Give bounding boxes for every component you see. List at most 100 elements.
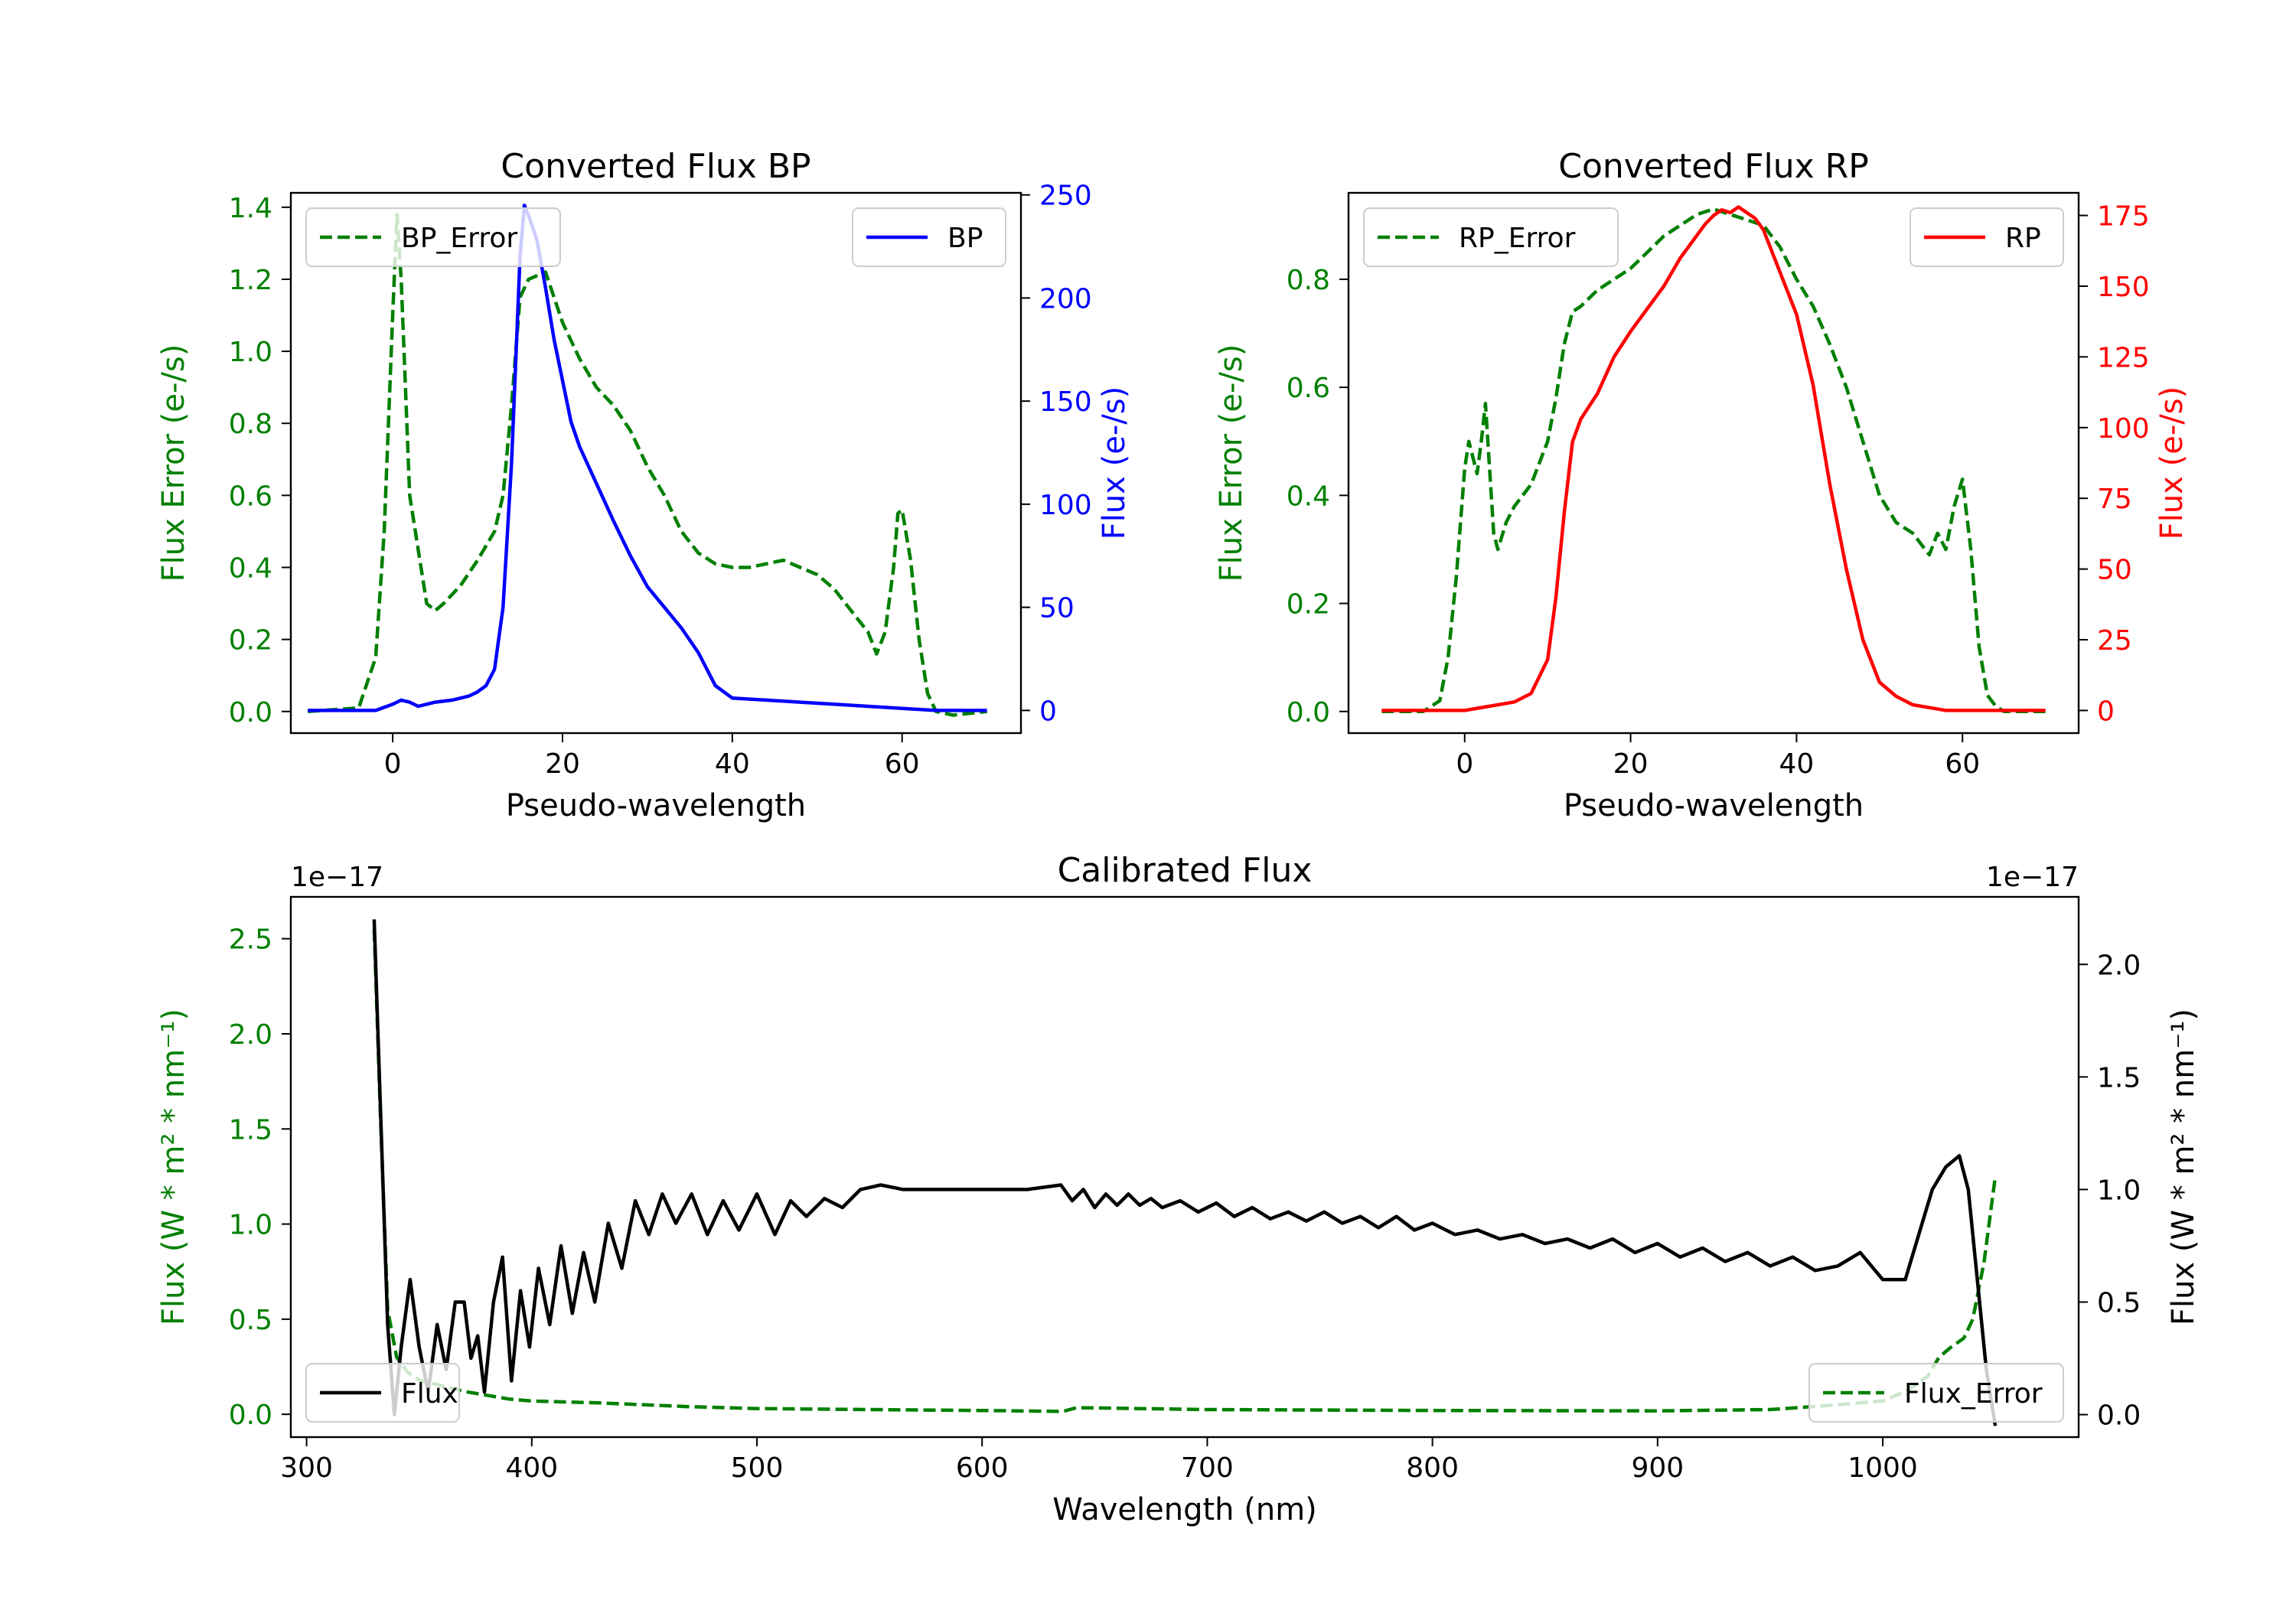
legend-label: BP <box>947 223 983 254</box>
y-tick-label: 1.5 <box>229 1114 272 1146</box>
y2-tick-label: 125 <box>2097 342 2150 373</box>
y2-tick-label: 100 <box>2097 413 2150 445</box>
y-tick-label: 0.0 <box>1287 697 1330 729</box>
y-axis-label: Flux Error (e-/s) <box>1214 344 1249 582</box>
legend-label: Flux_Error <box>1904 1378 2043 1410</box>
y2-axis-label: Flux (e-/s) <box>2154 386 2190 539</box>
x-tick-label: 300 <box>280 1452 333 1484</box>
bp-error-line <box>308 212 987 717</box>
x-tick-label: 700 <box>1181 1452 1234 1484</box>
legend-flux: BP <box>852 207 1006 267</box>
x-tick-label: 20 <box>1613 748 1649 780</box>
legend-label: RP <box>2005 223 2041 254</box>
y-tick-label: 0.0 <box>229 1400 272 1431</box>
legend-label: RP_Error <box>1459 223 1576 254</box>
y2-tick-label: 0 <box>1039 696 1057 727</box>
bp-panel: Converted Flux BP 0 20 40 60 Pseudo-wavelengt… <box>156 147 1132 823</box>
legend-box <box>305 1363 460 1423</box>
legend-label: Flux <box>401 1378 458 1410</box>
y-tick-label: 1.2 <box>229 265 272 296</box>
y2-tick-label: 150 <box>1039 386 1092 418</box>
y-tick-label: 0.4 <box>229 553 272 584</box>
y2-tick-label: 250 <box>1039 181 1092 212</box>
y-axis-label: Flux Error (e-/s) <box>156 344 191 582</box>
y-axis-label: Flux (W * m² * nm⁻¹) <box>156 1009 191 1325</box>
y2-tick-label: 1.5 <box>2097 1062 2141 1094</box>
y2-tick-label: 175 <box>2097 201 2150 233</box>
y-tick-label: 0.8 <box>229 409 272 440</box>
y2-tick-label: 100 <box>1039 490 1092 521</box>
y-tick-label: 1.4 <box>229 193 272 224</box>
plot-frame <box>289 191 1022 735</box>
legend-error: RP_Error <box>1363 207 1619 267</box>
x-tick-label: 900 <box>1631 1452 1684 1484</box>
flux-line <box>372 919 1998 1426</box>
series-layer <box>308 203 987 717</box>
y-tick-label: 0.8 <box>1287 265 1330 296</box>
legend-box <box>1910 207 2064 267</box>
x-tick-label: 60 <box>885 748 920 780</box>
x-axis-label: Pseudo-wavelength <box>506 788 806 823</box>
x-tick-label: 20 <box>545 748 580 780</box>
x-tick-label: 600 <box>956 1452 1009 1484</box>
legend-error: Flux_Error <box>1808 1363 2064 1423</box>
y2-tick-label: 0.0 <box>2097 1400 2141 1432</box>
y2-tick-label: 50 <box>1039 593 1075 624</box>
x-tick-label: 400 <box>505 1452 558 1484</box>
y2-tick-label: 2.0 <box>2097 950 2141 981</box>
y2-axis-label: Flux (W * m² * nm⁻¹) <box>2166 1009 2201 1325</box>
x-tick-label: 0 <box>384 748 402 780</box>
y-tick-label: 0.0 <box>229 697 272 729</box>
x-tick-label: 60 <box>1945 748 1980 780</box>
chart-title: Calibrated Flux <box>1058 851 1313 890</box>
x-axis-label: Pseudo-wavelength <box>1564 788 1864 823</box>
y-tick-label: 0.6 <box>229 481 272 512</box>
x-tick-label: 40 <box>715 748 750 780</box>
legend-box <box>1808 1363 2064 1423</box>
x-tick-label: 500 <box>731 1452 784 1484</box>
bp-line <box>308 203 987 712</box>
y-offset-label: 1e−17 <box>291 862 383 893</box>
y-tick-label: 1.0 <box>229 1210 272 1241</box>
rp-panel: Converted Flux RP 0 20 40 60 Pseudo-wavelengt… <box>1214 147 2190 823</box>
y2-tick-label: 1.0 <box>2097 1175 2141 1206</box>
y2-tick-label: 150 <box>2097 272 2150 303</box>
y2-tick-label: 50 <box>2097 555 2132 586</box>
y2-tick-label: 25 <box>2097 625 2132 657</box>
y2-tick-label: 200 <box>1039 283 1092 315</box>
y-tick-label: 0.6 <box>1287 373 1330 404</box>
y-tick-label: 0.4 <box>1287 481 1330 512</box>
y2-tick-label: 0.5 <box>2097 1288 2141 1319</box>
y2-tick-label: 75 <box>2097 484 2132 515</box>
chart-title: Converted Flux BP <box>501 147 810 186</box>
y-tick-label: 0.2 <box>1287 589 1330 621</box>
plot-frame <box>289 895 2080 1439</box>
y-tick-label: 2.0 <box>229 1019 272 1051</box>
x-axis-label: Wavelength (nm) <box>1052 1492 1317 1527</box>
calibrated-panel: Calibrated Flux 300 400 500 600 700 800 900 1000… <box>156 851 2201 1527</box>
legend-error: BP_Error <box>305 207 561 267</box>
x-tick-label: 1000 <box>1848 1452 1918 1484</box>
rp-line <box>1381 205 2046 712</box>
series-layer <box>1381 205 2046 714</box>
chart-title: Converted Flux RP <box>1558 147 1869 186</box>
plot-frame <box>1347 191 2080 735</box>
legend-flux: Flux <box>305 1363 460 1423</box>
y2-axis-label: Flux (e-/s) <box>1097 386 1132 539</box>
x-tick-label: 0 <box>1456 748 1473 780</box>
legend-box <box>305 207 561 267</box>
legend-flux: RP <box>1910 207 2064 267</box>
legend-box <box>852 207 1006 267</box>
y-tick-label: 2.5 <box>229 924 272 956</box>
x-tick-label: 40 <box>1779 748 1815 780</box>
x-tick-label: 800 <box>1406 1452 1459 1484</box>
y-tick-label: 1.0 <box>229 337 272 368</box>
y2-offset-label: 1e−17 <box>1986 862 2079 893</box>
y-tick-label: 0.2 <box>229 625 272 657</box>
rp-error-line <box>1381 207 2046 714</box>
legend-label: BP_Error <box>401 223 517 254</box>
y-tick-label: 0.5 <box>229 1305 272 1336</box>
y2-tick-label: 0 <box>2097 696 2115 727</box>
legend-box <box>1363 207 1619 267</box>
